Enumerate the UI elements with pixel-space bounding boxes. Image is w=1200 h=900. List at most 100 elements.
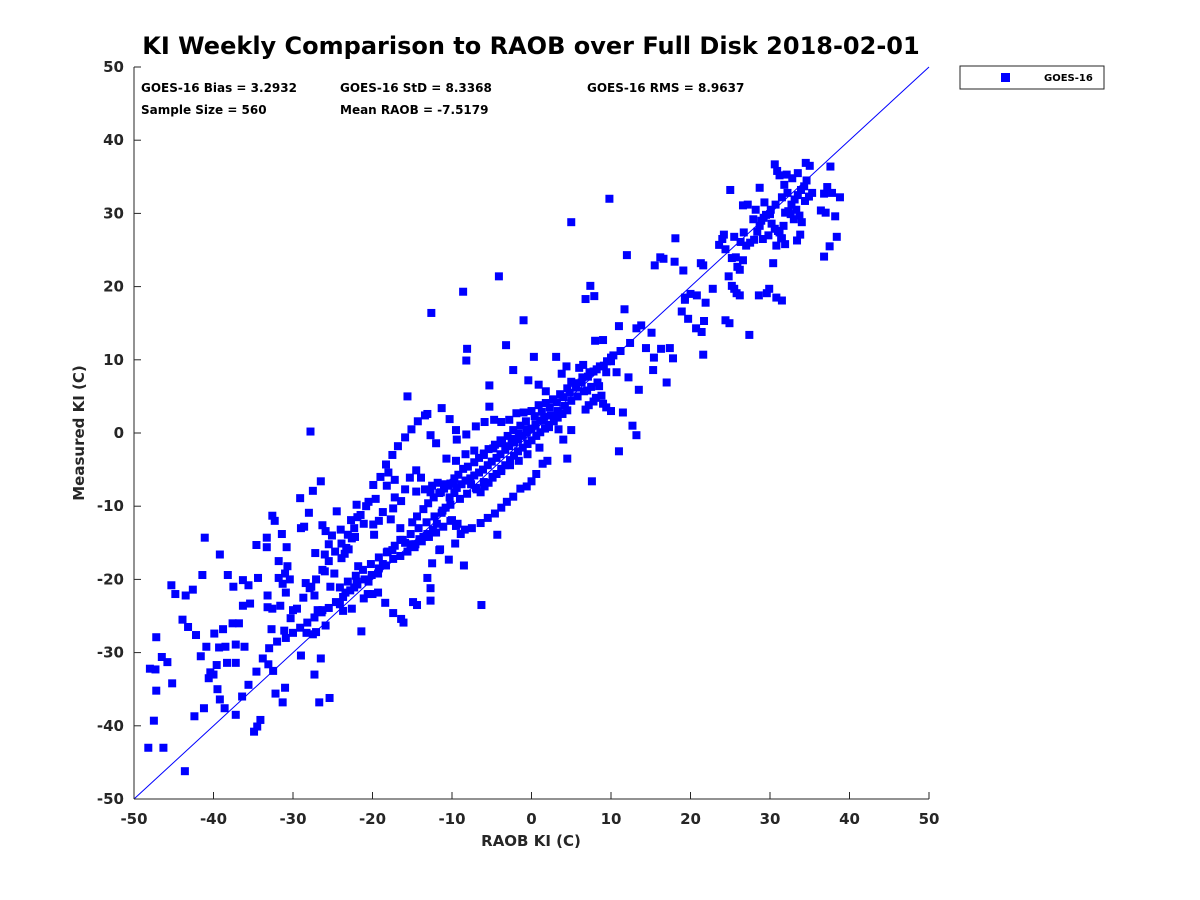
data-point [424,532,433,541]
data-point [599,336,608,345]
data-point [264,660,273,669]
data-point [764,231,773,240]
data-point [590,292,599,301]
data-point [767,219,776,228]
data-point [306,427,315,436]
data-point [145,664,154,673]
data-point [662,378,671,387]
data-point [497,503,506,512]
data-point [825,242,834,251]
data-point [597,391,606,400]
data-point [514,429,523,438]
data-point [389,554,398,563]
data-point [445,493,454,502]
data-point [340,549,349,558]
data-point [779,221,788,230]
data-point [359,594,368,603]
data-point [476,488,485,497]
data-point [440,480,449,489]
data-point [749,215,758,224]
data-point [581,405,590,414]
data-point [470,471,479,480]
data-point [524,376,533,385]
data-point [463,344,472,353]
data-point [708,284,717,293]
data-point [234,619,243,628]
data-point [475,453,484,462]
data-point [350,524,359,533]
data-point [565,388,574,397]
data-point [628,421,637,430]
data-point [572,383,581,392]
data-point [484,445,493,454]
data-point [808,188,817,197]
data-point [318,521,327,530]
data-point [831,212,840,221]
data-point [490,509,499,518]
data-point [364,497,373,506]
data-point [198,571,207,580]
data-point [346,586,355,595]
data-point [336,525,345,534]
stat-mean-raob: Mean RAOB = -7.5179 [340,103,488,117]
data-point [220,704,229,713]
data-point [276,601,285,610]
data-point [358,565,367,574]
data-point [343,577,352,586]
data-point [317,608,326,617]
data-point [530,412,539,421]
data-point [487,457,496,466]
data-point [331,598,340,607]
data-point [278,579,287,588]
data-point [462,356,471,365]
data-point [595,362,604,371]
data-point [505,415,514,424]
data-point [308,486,317,495]
data-point [777,193,786,202]
data-point [331,547,340,556]
data-point [223,658,232,667]
data-point [390,475,399,484]
data-point [302,628,311,637]
data-point [730,232,739,241]
data-point [538,416,547,425]
data-point [206,668,215,677]
data-point [762,289,771,298]
data-point [649,366,658,375]
data-point [262,533,271,542]
data-point [432,519,441,528]
data-point [312,575,321,584]
data-point [766,210,774,219]
data-point [680,293,689,302]
stat-sample-size: Sample Size = 560 [141,103,267,117]
data-point [480,418,489,427]
y-axis-label: Measured KI (C) [70,365,88,501]
data-point [356,510,365,519]
data-point [321,527,330,536]
data-point [527,436,536,445]
data-point [612,368,621,377]
data-point [171,590,180,599]
data-point [509,426,518,435]
data-point [553,407,562,416]
data-point [455,494,464,503]
data-point [816,206,825,215]
data-point [677,307,686,316]
data-point [467,524,476,533]
data-point [602,368,611,377]
data-point [367,571,376,580]
data-point [446,500,455,509]
data-point [516,484,525,493]
data-point [589,367,598,376]
data-point [771,200,780,209]
data-point [765,284,774,293]
data-point [738,201,747,210]
data-point [578,373,587,382]
y-tick-label: 0 [114,424,124,442]
data-point [202,642,211,651]
data-point [330,569,339,578]
data-point [437,404,446,413]
data-point [339,606,348,615]
data-point [614,322,623,331]
data-point [389,609,398,618]
